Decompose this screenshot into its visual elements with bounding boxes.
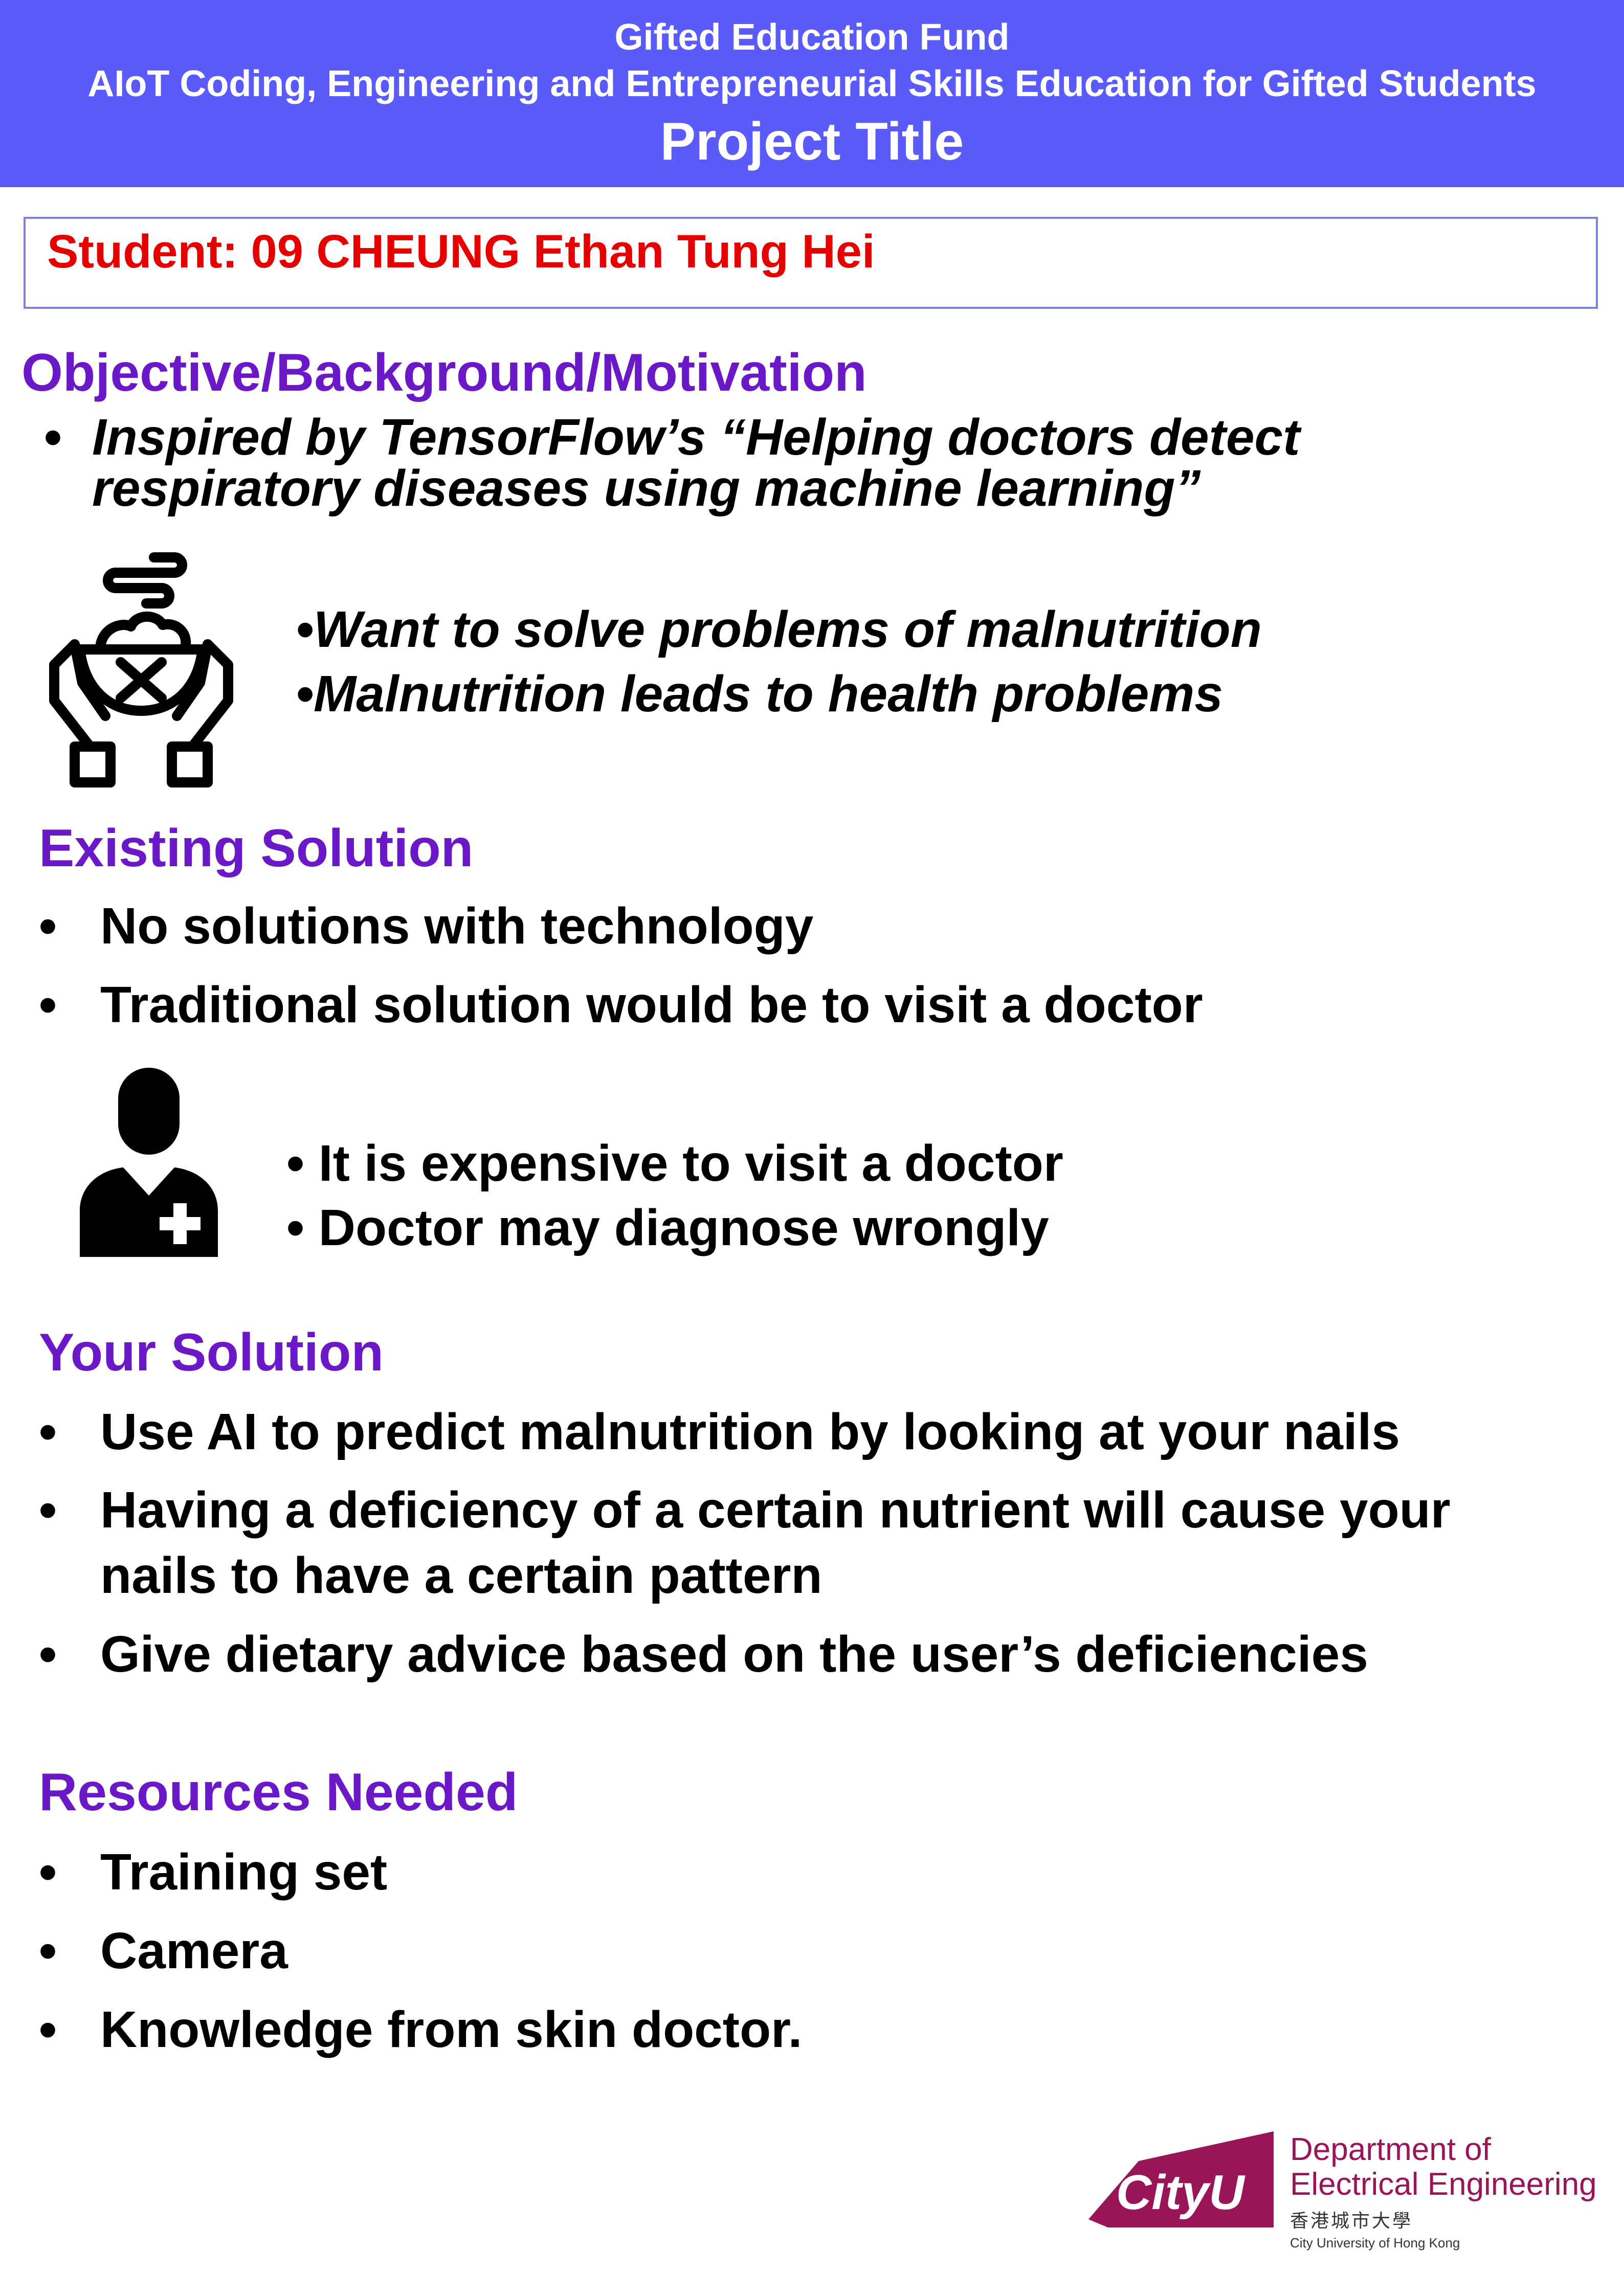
cityu-logo: CityU — [1088, 2131, 1274, 2227]
resources-heading: Resources Needed — [39, 1763, 518, 1822]
malnutrition-bowl-hands-icon — [49, 552, 233, 787]
university-chinese-name: 香港城市大學 — [1290, 2210, 1413, 2231]
solution-bullet-line2: nails to have a certain pattern — [100, 1547, 822, 1604]
dept-name-line2: Electrical Engineering — [1290, 2167, 1597, 2202]
header-banner: Gifted Education Fund AIoT Coding, Engin… — [0, 0, 1624, 187]
objective-subpoint: •Malnutrition leads to health problems — [296, 665, 1223, 723]
existing-solution-heading: Existing Solution — [39, 819, 474, 878]
solution-bullet-line1: Having a deficiency of a certain nutrien… — [100, 1481, 1451, 1539]
doctor-icon — [80, 1068, 218, 1257]
objective-bullet-line1: Inspired by TensorFlow’s “Helping doctor… — [92, 409, 1300, 466]
bullet-dot: • — [39, 1481, 57, 1539]
student-name: Student: 09 CHEUNG Ethan Tung Hei — [47, 226, 875, 278]
bullet-dot: • — [39, 1626, 57, 1683]
program-name: AIoT Coding, Engineering and Entrepreneu… — [87, 63, 1537, 104]
project-title: Project Title — [660, 112, 964, 171]
resource-bullet: Camera — [100, 1922, 288, 1979]
cityu-logo-text: CityU — [1116, 2165, 1245, 2220]
bullet-dot: • — [39, 1843, 57, 1901]
existing-bullet: No solutions with technology — [100, 897, 814, 955]
dept-name-line1: Department of — [1290, 2132, 1491, 2167]
fund-name: Gifted Education Fund — [614, 17, 1010, 58]
bullet-dot: • — [39, 2001, 57, 2058]
your-solution-heading: Your Solution — [39, 1323, 384, 1382]
resource-bullet: Knowledge from skin doctor. — [100, 2001, 803, 2058]
bullet-dot: • — [39, 897, 57, 955]
student-box — [24, 217, 1598, 309]
objective-subpoint: •Want to solve problems of malnutrition — [296, 601, 1262, 658]
bullet-dot: • — [44, 409, 62, 466]
objective-bullet-line2: respiratory diseases using machine learn… — [92, 460, 1201, 517]
solution-bullet: Give dietary advice based on the user’s … — [100, 1626, 1368, 1683]
existing-bullet: Traditional solution would be to visit a… — [100, 976, 1203, 1033]
solution-bullet: Use AI to predict malnutrition by lookin… — [100, 1403, 1400, 1460]
resource-bullet: Training set — [100, 1843, 388, 1901]
existing-subpoint: • Doctor may diagnose wrongly — [286, 1199, 1049, 1256]
bullet-dot: • — [39, 976, 57, 1033]
university-english-name: City University of Hong Kong — [1290, 2235, 1460, 2250]
existing-subpoint: • It is expensive to visit a doctor — [286, 1135, 1063, 1192]
objective-heading: Objective/Background/Motivation — [21, 343, 867, 402]
bullet-dot: • — [39, 1403, 57, 1460]
bullet-dot: • — [39, 1922, 57, 1979]
